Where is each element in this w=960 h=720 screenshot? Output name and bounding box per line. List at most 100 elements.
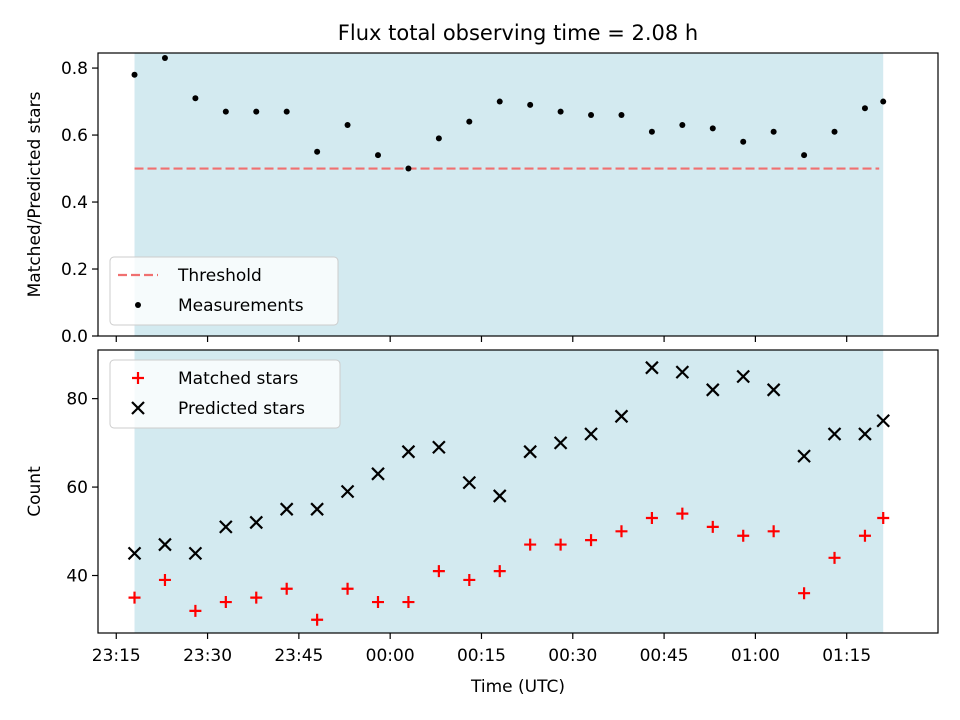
measurement-point (557, 108, 564, 115)
matched-star-point (189, 604, 202, 617)
predicted-star-point (249, 515, 264, 530)
predicted-star-point (371, 467, 385, 481)
y-tick-label: 0.8 (61, 59, 88, 79)
predicted-star-point (766, 383, 781, 397)
legend-predicted-swatch (131, 401, 145, 415)
predicted-star-point (827, 427, 842, 441)
matched-star-point (402, 596, 415, 609)
predicted-star-point (188, 546, 203, 561)
matched-star-point (311, 613, 324, 626)
y-tick-label: 0.0 (61, 327, 88, 347)
measurement-point (466, 118, 473, 125)
predicted-star-point (858, 427, 872, 441)
predicted-star-point (553, 436, 568, 450)
measurement-point (283, 108, 290, 115)
matched-star-point (676, 507, 689, 520)
y-axis-label: Count (25, 466, 45, 517)
matched-star-point (858, 529, 871, 542)
predicted-star-point (584, 427, 598, 441)
x-tick-label: 01:15 (822, 646, 871, 666)
measurement-point (161, 55, 168, 62)
predicted-star-point (219, 520, 233, 534)
measurement-point (435, 135, 442, 142)
predicted-star-point (614, 409, 629, 424)
predicted-star-point (127, 546, 142, 561)
measurement-point (131, 71, 138, 78)
x-tick-label: 23:30 (183, 646, 232, 666)
matched-star-point (615, 525, 628, 538)
axes-frame (97, 349, 939, 634)
predicted-star-point (876, 413, 890, 428)
legend-box (109, 256, 339, 326)
legend-label: Matched stars (178, 369, 298, 389)
measurement-point (253, 108, 260, 115)
predicted-star-point (462, 475, 477, 490)
ratio-panel: 0.0 0.2 0.4 0.6 0.8 Matched/Predicted stars Th… (25, 52, 939, 347)
x-tick-label: 01:00 (731, 646, 780, 666)
measurement-point (192, 95, 199, 102)
matched-star-point (219, 596, 232, 609)
matched-star-point (432, 565, 445, 578)
predicted-star-point (492, 489, 507, 503)
legend-matched-swatch (132, 372, 144, 384)
measurement-point (496, 98, 503, 105)
matched-star-point (158, 573, 171, 586)
predicted-star-point (797, 449, 811, 463)
predicted-star-point (340, 484, 355, 499)
predicted-star-point (675, 365, 690, 379)
matched-star-point (372, 596, 384, 609)
measurement-point (588, 111, 595, 118)
matched-star-point (524, 538, 537, 551)
predicted-star-point (158, 537, 172, 552)
legend-measurements-swatch (135, 302, 141, 308)
counts-panel: 40 60 80 23:15 23:30 23:45 00:00 00:15 00:30 00:4… (25, 349, 939, 666)
x-tick-label: 23:15 (92, 646, 141, 666)
matched-star-point (280, 582, 293, 595)
predicted-star-point (279, 502, 294, 516)
y-tick-label: 80 (66, 390, 88, 410)
legend-label: Predicted stars (178, 399, 305, 419)
measurement-point (344, 122, 351, 129)
predicted-star-point (736, 369, 750, 384)
y-tick-label: 40 (66, 567, 88, 587)
measurement-point (880, 98, 887, 105)
measurement-point (861, 105, 868, 112)
predicted-star-point (645, 360, 659, 375)
x-tick-label: 23:45 (274, 646, 323, 666)
matched-star-point (585, 534, 598, 547)
predicted-star-point (706, 383, 720, 397)
measurement-point (831, 128, 838, 135)
measurement-point (770, 128, 777, 135)
matched-star-point (877, 512, 890, 525)
measurement-point (740, 138, 747, 145)
measurement-point (405, 165, 412, 172)
y-tick-label: 60 (66, 478, 88, 498)
legend-label: Threshold (177, 266, 262, 286)
predicted-star-point (310, 502, 324, 516)
matched-star-point (706, 520, 719, 533)
x-tick-label: 00:30 (548, 646, 597, 666)
predicted-star-point (401, 444, 416, 459)
measurement-point (375, 152, 381, 159)
matched-star-point (767, 525, 780, 538)
matched-star-point (493, 565, 506, 578)
measurement-point (801, 152, 808, 159)
chart-title: Flux total observing time = 2.08 h (338, 21, 698, 45)
x-tick-label: 00:45 (640, 646, 689, 666)
legend-box (109, 359, 341, 429)
x-tick-label: 00:00 (366, 646, 415, 666)
measurement-point (679, 122, 686, 129)
matched-star-point (554, 538, 567, 551)
y-tick-label: 0.2 (61, 260, 88, 280)
legend-label: Measurements (178, 296, 304, 316)
measurement-point (618, 111, 625, 118)
y-tick-label: 0.4 (61, 193, 88, 213)
matched-star-point (737, 529, 750, 542)
y-axis-label: Matched/Predicted stars (25, 91, 45, 297)
y-tick-label: 0.6 (61, 126, 88, 146)
measurement-point (648, 128, 655, 135)
predicted-star-point (432, 440, 446, 455)
matched-star-point (828, 551, 841, 564)
matched-star-point (798, 587, 811, 600)
